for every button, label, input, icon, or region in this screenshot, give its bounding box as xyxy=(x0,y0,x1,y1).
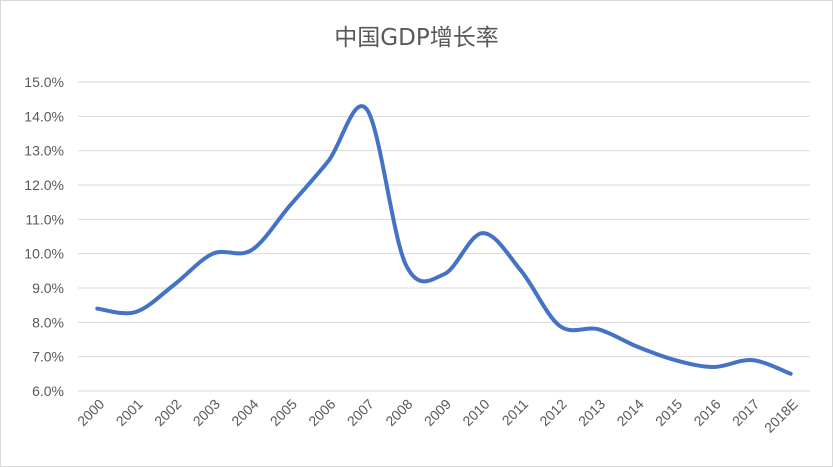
x-axis-ticks: 2000 2001 2002 2003 2004 2005 2006 2007 2008 2009… xyxy=(74,396,801,436)
x-tick-label: 2015 xyxy=(652,396,685,429)
y-tick-label: 9.0% xyxy=(32,280,64,296)
x-tick-label: 2018E xyxy=(761,396,801,436)
y-tick-label: 14.0% xyxy=(24,108,64,124)
y-tick-label: 13.0% xyxy=(24,143,64,159)
gridlines xyxy=(78,81,810,392)
x-tick-label: 2003 xyxy=(190,396,223,429)
x-tick-label: 2013 xyxy=(575,396,608,429)
x-tick-label: 2011 xyxy=(499,396,532,429)
x-tick-label: 2006 xyxy=(305,396,338,429)
x-tick-label: 2010 xyxy=(459,396,492,429)
x-tick-label: 2008 xyxy=(382,396,415,429)
x-tick-label: 2005 xyxy=(267,396,300,429)
y-axis-ticks: 6.0% 7.0% 8.0% 9.0% 10.0% 11.0% 12.0% 13.0% 14.0… xyxy=(24,74,64,399)
series-line xyxy=(95,104,793,376)
y-tick-label: 11.0% xyxy=(25,211,64,227)
y-tick-label: 7.0% xyxy=(32,349,64,365)
x-tick-label: 2012 xyxy=(536,396,569,429)
x-tick-label: 2004 xyxy=(228,396,261,429)
chart-title: 中国GDP增长率 xyxy=(334,25,499,51)
y-tick-label: 15.0% xyxy=(24,74,64,90)
x-tick-label: 2017 xyxy=(729,396,762,429)
x-tick-label: 2001 xyxy=(113,396,146,429)
y-tick-label: 10.0% xyxy=(24,246,64,262)
x-tick-label: 2016 xyxy=(690,396,723,429)
y-tick-label: 8.0% xyxy=(32,314,64,330)
x-tick-label: 2014 xyxy=(613,396,646,429)
y-tick-label: 12.0% xyxy=(24,177,64,193)
y-tick-label: 6.0% xyxy=(32,383,64,399)
x-tick-label: 2007 xyxy=(344,396,377,429)
x-tick-label: 2002 xyxy=(151,396,184,429)
x-tick-label: 2000 xyxy=(74,396,107,429)
x-tick-label: 2009 xyxy=(421,396,454,429)
